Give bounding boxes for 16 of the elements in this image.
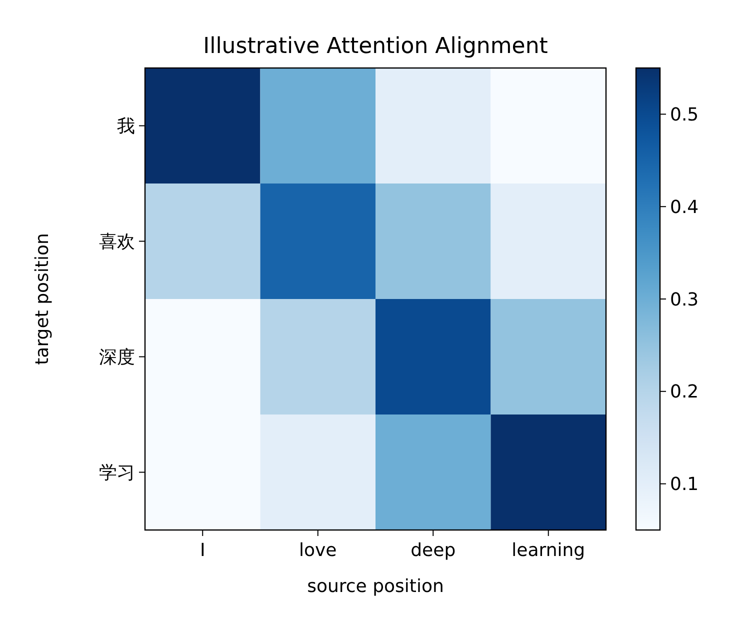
x-tick-label: learning bbox=[512, 540, 586, 561]
y-axis-title: target position bbox=[32, 233, 53, 365]
x-tick-label: love bbox=[299, 540, 337, 561]
color-bar-label: 0.4 bbox=[670, 196, 699, 218]
y-tick-label: 深度 bbox=[99, 347, 135, 368]
chart-title: Illustrative Attention Alignment bbox=[203, 34, 548, 59]
x-tick-label: deep bbox=[410, 540, 456, 561]
color-bar-label: 0.5 bbox=[670, 104, 699, 126]
x-axis-title: source position bbox=[307, 576, 444, 597]
y-tick-label: 我 bbox=[117, 116, 135, 138]
y-tick-label: 喜欢 bbox=[99, 232, 135, 253]
y-tick-label: 学习 bbox=[99, 462, 135, 484]
color-bar-label: 0.3 bbox=[670, 289, 699, 310]
color-bar-label: 0.2 bbox=[670, 382, 699, 403]
color-bar-label: 0.1 bbox=[670, 474, 699, 496]
x-tick-label: I bbox=[200, 540, 206, 561]
